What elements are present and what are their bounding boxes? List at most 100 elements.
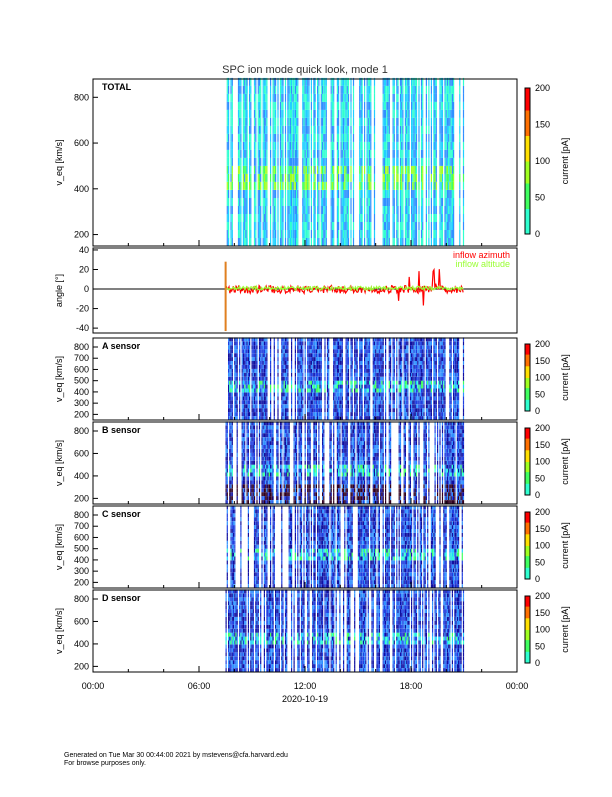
heatmap-cell (396, 110, 397, 118)
heatmap-cell (369, 214, 370, 222)
heatmap-cell (286, 365, 287, 369)
heatmap-cell (342, 345, 343, 349)
heatmap-cell (297, 110, 298, 118)
heatmap-cell (415, 118, 416, 126)
colorbar-cell (525, 143, 530, 147)
heatmap-cell (248, 408, 249, 412)
heatmap-cell (439, 182, 440, 190)
heatmap-cell (245, 158, 246, 166)
heatmap-cell (393, 408, 394, 412)
heatmap-cell (287, 385, 288, 389)
heatmap-cell (234, 353, 235, 357)
heatmap-cell (310, 357, 311, 361)
heatmap-cell (274, 166, 275, 174)
heatmap-cell (441, 110, 442, 118)
heatmap-cell (409, 198, 410, 206)
heatmap-cell (250, 134, 251, 142)
heatmap-cell (402, 94, 403, 102)
heatmap-cell (230, 198, 231, 206)
heatmap-cell (333, 126, 334, 134)
heatmap-cell (333, 198, 334, 206)
heatmap-cell (250, 102, 251, 110)
heatmap-cell (316, 369, 317, 373)
heatmap-cell (435, 94, 436, 102)
heatmap-cell (390, 400, 391, 404)
heatmap-cell (242, 385, 243, 389)
heatmap-cell (259, 381, 260, 385)
heatmap-cell (287, 373, 288, 377)
heatmap-cell (311, 353, 312, 357)
heatmap-cell (453, 238, 454, 246)
heatmap-cell (277, 412, 278, 416)
heatmap-cell (357, 349, 358, 353)
heatmap-cell (383, 385, 384, 389)
heatmap-cell (342, 408, 343, 412)
heatmap-cell (406, 222, 407, 230)
heatmap-cell (407, 110, 408, 118)
heatmap-cell (327, 404, 328, 408)
heatmap-cell (244, 126, 245, 134)
heatmap-cell (396, 86, 397, 94)
heatmap-cell (386, 230, 387, 238)
heatmap-cell (393, 345, 394, 349)
heatmap-cell (339, 357, 340, 361)
heatmap-cell (389, 393, 390, 397)
heatmap-cell (337, 357, 338, 361)
heatmap-cell (401, 341, 402, 345)
heatmap-cell (416, 102, 417, 110)
heatmap-cell (385, 345, 386, 349)
heatmap-cell (402, 230, 403, 238)
heatmap-cell (249, 222, 250, 230)
heatmap-cell (307, 381, 308, 385)
heatmap-cell (451, 222, 452, 230)
heatmap-cell (281, 377, 282, 381)
heatmap-cell (352, 393, 353, 397)
heatmap-cell (259, 357, 260, 361)
heatmap-cell (336, 381, 337, 385)
heatmap-cell (341, 365, 342, 369)
heatmap-cell (315, 118, 316, 126)
heatmap-cell (324, 182, 325, 190)
heatmap-cell (441, 118, 442, 126)
heatmap-cell (258, 118, 259, 126)
heatmap-cell (259, 102, 260, 110)
heatmap-cell (297, 400, 298, 404)
heatmap-cell (367, 222, 368, 230)
heatmap-cell (369, 385, 370, 389)
heatmap-cell (281, 381, 282, 385)
heatmap-cell (327, 412, 328, 416)
heatmap-cell (378, 365, 379, 369)
heatmap-cell (253, 345, 254, 349)
heatmap-cell (337, 393, 338, 397)
heatmap-cell (255, 118, 256, 126)
heatmap-cell (232, 206, 233, 214)
heatmap-cell (389, 381, 390, 385)
heatmap-cell (230, 345, 231, 349)
heatmap-cell (264, 150, 265, 158)
heatmap-cell (350, 150, 351, 158)
heatmap-cell (250, 150, 251, 158)
heatmap-cell (407, 118, 408, 126)
heatmap-cell (342, 222, 343, 230)
heatmap-cell (451, 238, 452, 246)
heatmap-cell (291, 222, 292, 230)
heatmap-cell (394, 222, 395, 230)
heatmap-cell (282, 369, 283, 373)
heatmap-cell (252, 377, 253, 381)
heatmap-cell (299, 369, 300, 373)
heatmap-cell (381, 377, 382, 381)
heatmap-cell (337, 404, 338, 408)
heatmap-cell (316, 412, 317, 416)
heatmap-cell (410, 365, 411, 369)
heatmap-cell (328, 404, 329, 408)
heatmap-cell (316, 341, 317, 345)
heatmap-cell (374, 110, 375, 118)
heatmap-cell (248, 396, 249, 400)
heatmap-cell (266, 349, 267, 353)
heatmap-cell (441, 230, 442, 238)
heatmap-cell (301, 357, 302, 361)
heatmap-cell (431, 94, 432, 102)
heatmap-cell (230, 357, 231, 361)
heatmap-cell (444, 94, 445, 102)
heatmap-cell (238, 206, 239, 214)
